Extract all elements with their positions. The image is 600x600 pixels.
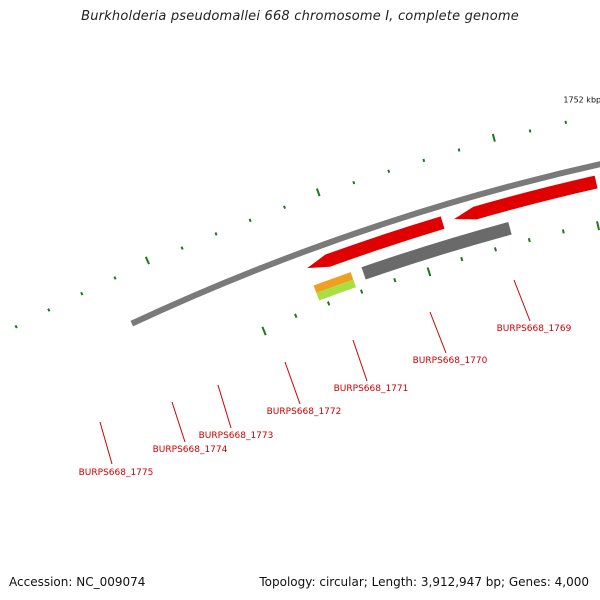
scale-tick (493, 247, 497, 252)
scale-tick (527, 237, 531, 243)
scale-tick (393, 277, 397, 283)
gene-arrow-reverse[interactable] (316, 279, 356, 301)
scale-tick (360, 289, 364, 294)
scale-tick (180, 246, 184, 250)
page-title: Burkholderia pseudomallei 668 chromosome… (81, 9, 519, 24)
scale-tick (315, 188, 321, 197)
scale-tick (144, 256, 150, 265)
gene-label[interactable]: BURPS668_1775 (79, 468, 154, 478)
gene-label[interactable]: BURPS668_1770 (413, 356, 488, 366)
gene-label[interactable]: BURPS668_1773 (199, 431, 274, 441)
leader-line (171, 401, 186, 443)
leader-line (217, 384, 232, 429)
leader-line (513, 279, 531, 322)
scale-tick (283, 205, 286, 209)
scale-tick (564, 120, 568, 125)
scale-tick (326, 301, 331, 306)
scale-tick (14, 324, 18, 329)
scale-labels: 1752 kbp1751 kbp1750 kbp1749 kbp1748 kbp… (563, 96, 600, 105)
reverse-strand-track[interactable] (313, 143, 600, 301)
scale-tick (561, 229, 565, 234)
scale-tick (426, 267, 432, 277)
gene-labels: BURPS668_1775 BURPS668_1774 BURPS668_1773 B… (79, 324, 572, 478)
scale-tick (352, 180, 356, 185)
gene-arrow-reverse[interactable] (313, 272, 354, 293)
scale-tick (596, 221, 600, 231)
scale-tick (422, 158, 426, 163)
scale-tick (387, 169, 391, 173)
gene-arrow-reverse[interactable] (361, 221, 512, 280)
inner-scale-ticks (261, 221, 600, 336)
scale-tick (80, 291, 84, 296)
leader-line (352, 339, 368, 382)
scale-tick (294, 313, 298, 319)
gene-label[interactable]: BURPS668_1774 (153, 445, 228, 455)
scale-tick (261, 326, 267, 336)
scale-tick (47, 308, 51, 312)
scale-tick (248, 218, 252, 223)
gene-label[interactable]: BURPS668_1771 (334, 384, 409, 394)
scale-tick (214, 232, 218, 236)
leader-line (429, 311, 447, 354)
label-leader-lines (99, 279, 531, 465)
gene-arrow-forward[interactable] (454, 175, 598, 220)
scale-tick (113, 276, 117, 280)
scale-tick (457, 148, 461, 152)
backbone-ring (130, 161, 600, 327)
gene-label[interactable]: BURPS668_1772 (267, 407, 342, 417)
backbone-arc (130, 161, 600, 327)
scale-label: 1752 kbp (563, 96, 600, 105)
gene-label[interactable]: BURPS668_1769 (497, 324, 572, 334)
leader-line (284, 361, 301, 405)
scale-tick (491, 133, 496, 142)
scale-tick (528, 129, 532, 133)
forward-strand-track[interactable] (307, 119, 600, 269)
leader-line (99, 421, 113, 465)
scale-tick (460, 256, 464, 262)
genome-summary-text: Topology: circular; Length: 3,912,947 bp… (259, 575, 589, 589)
outer-scale-ticks (14, 120, 568, 329)
gene-arrow-forward[interactable] (307, 216, 445, 269)
accession-text: Accession: NC_009074 (9, 575, 146, 589)
